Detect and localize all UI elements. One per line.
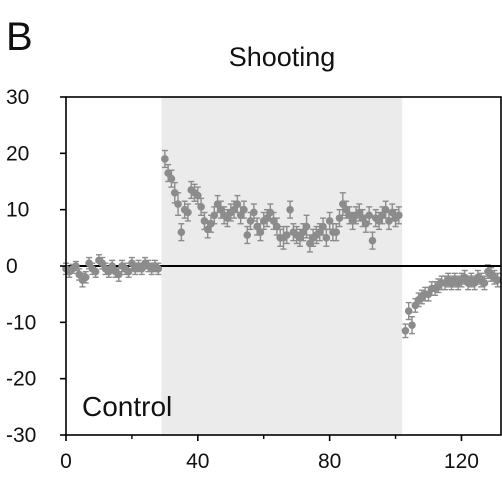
data-point: [263, 214, 271, 222]
data-point: [72, 262, 80, 270]
data-point: [332, 228, 341, 236]
data-point: [114, 270, 123, 279]
data-point: [98, 259, 107, 267]
data-point: [299, 228, 308, 236]
data-point: [269, 217, 278, 225]
data-point: [273, 222, 281, 231]
data-point: [210, 211, 219, 220]
data-point: [243, 231, 252, 239]
data-point: [177, 228, 186, 236]
chart-title: Shooting: [229, 42, 336, 72]
data-point: [408, 321, 416, 329]
data-point: [319, 222, 327, 231]
data-point: [128, 259, 136, 267]
y-tick-label: -10: [6, 311, 36, 334]
data-point: [81, 273, 90, 282]
data-point: [230, 205, 238, 214]
data-point: [325, 217, 334, 225]
data-point: [315, 228, 324, 236]
data-point: [200, 217, 209, 225]
data-point: [194, 191, 202, 200]
data-point: [365, 211, 373, 220]
data-point: [322, 234, 331, 242]
data-point: [345, 211, 354, 220]
x-tick-label: 80: [318, 450, 341, 473]
data-point: [355, 208, 364, 217]
y-tick-label: 0: [6, 255, 18, 278]
data-point: [362, 219, 370, 228]
data-point: [164, 169, 172, 177]
data-point: [253, 222, 261, 231]
data-point: [197, 203, 205, 211]
x-tick-label: 0: [60, 450, 72, 473]
y-tick-label: 30: [6, 86, 29, 109]
data-point: [75, 270, 83, 279]
data-point: [460, 273, 469, 282]
data-point-layer: [62, 155, 502, 335]
data-point: [348, 217, 357, 225]
data-point: [378, 211, 387, 220]
x-tick-label: 40: [186, 450, 209, 473]
y-tick-label: -20: [6, 368, 36, 391]
panel-label: B: [6, 15, 33, 59]
data-point: [335, 214, 344, 222]
data-point: [385, 217, 393, 225]
data-point: [105, 267, 113, 276]
data-point: [137, 265, 146, 273]
data-point: [286, 205, 294, 214]
data-point: [342, 205, 350, 214]
data-point: [358, 214, 367, 222]
data-point: [368, 236, 377, 245]
data-point: [256, 228, 265, 236]
data-point: [411, 301, 420, 310]
data-point: [424, 290, 433, 298]
data-point: [174, 200, 182, 208]
data-point: [233, 200, 242, 208]
data-point: [388, 208, 397, 217]
data-point: [236, 211, 245, 220]
y-tick-label: 10: [6, 199, 29, 222]
data-point: [161, 155, 169, 163]
data-point: [306, 239, 314, 248]
data-point: [124, 267, 133, 276]
data-point: [282, 231, 291, 239]
data-point: [480, 279, 489, 287]
data-point: [207, 219, 215, 228]
data-point: [381, 205, 390, 214]
data-point: [296, 234, 304, 242]
data-point: [217, 205, 225, 214]
data-point: [223, 214, 232, 222]
tick-layer: 30 20 10 0 -10 -20 -30 0 40 80 120: [6, 86, 479, 473]
data-point: [170, 188, 179, 197]
x-tick-label: 120: [444, 450, 479, 473]
data-point: [246, 217, 255, 225]
data-point: [339, 200, 347, 208]
y-tick-label: -30: [6, 424, 36, 447]
data-point: [470, 279, 479, 287]
data-point: [250, 208, 258, 217]
data-point: [85, 259, 93, 267]
data-point: [91, 267, 100, 276]
data-point: [108, 262, 116, 270]
data-point: [375, 217, 383, 225]
y-tick-label: 20: [6, 142, 29, 165]
data-point: [213, 200, 222, 208]
control-annotation: Control: [82, 391, 172, 422]
data-point: [184, 208, 192, 217]
data-point: [266, 208, 275, 217]
data-point: [154, 265, 163, 273]
data-point: [395, 211, 403, 220]
data-point: [302, 222, 311, 231]
data-point: [240, 205, 248, 214]
data-point: [203, 225, 212, 234]
data-point: [401, 326, 410, 335]
data-point: [167, 174, 176, 183]
data-point: [404, 307, 413, 315]
data-point: [493, 276, 502, 284]
